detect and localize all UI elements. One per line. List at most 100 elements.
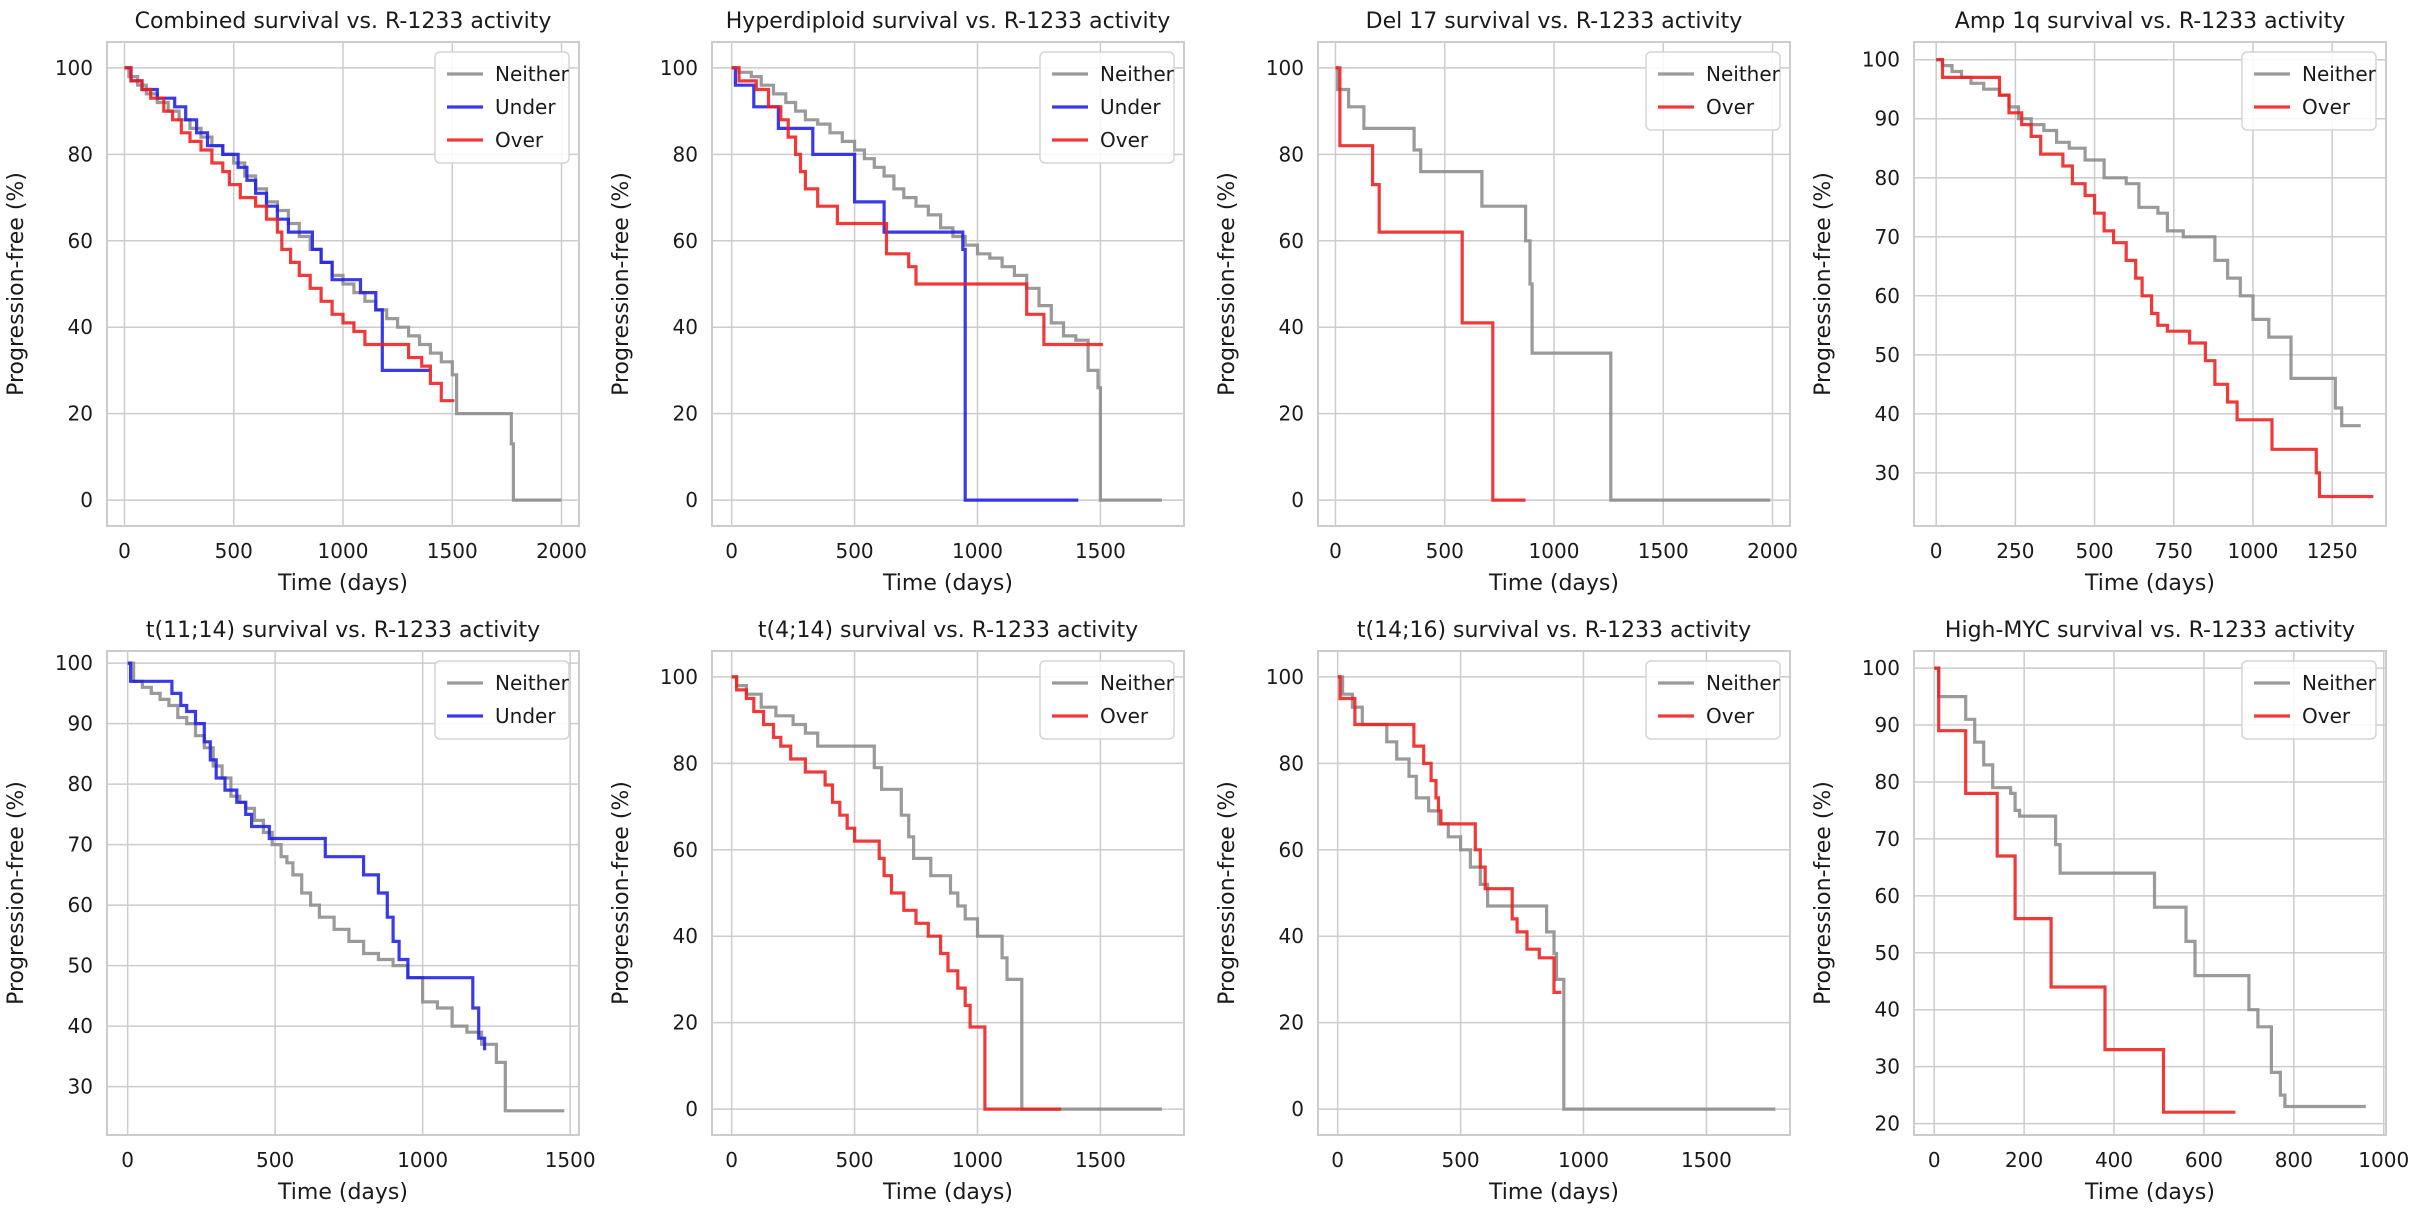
x-axis-label: Time (days) (277, 1180, 408, 1205)
x-axis-label: Time (days) (2084, 571, 2215, 596)
x-axis-label: Time (days) (1488, 571, 1619, 596)
y-axis-label: Progression-free (%) (1215, 172, 1240, 396)
x-axis-label: Time (days) (882, 571, 1013, 596)
y-tick-label: 70 (1875, 827, 1900, 851)
x-tick-label: 1000 (397, 1148, 448, 1172)
y-tick-label: 80 (68, 142, 93, 166)
legend-label: Neither (2302, 62, 2377, 86)
y-tick-label: 100 (1266, 56, 1304, 80)
legend-label: Over (1706, 95, 1755, 119)
chart-panel: 0 200 400 600 800 1000 20 30 40 50 60 70 80 90 100 Neit… (1811, 618, 2409, 1205)
y-tick-label: 40 (1279, 315, 1304, 339)
plot-frame (1913, 41, 2387, 527)
plot-frame (711, 41, 1185, 527)
x-tick-label: 250 (1996, 539, 2034, 563)
legend-label: Under (495, 704, 556, 728)
legend-label: Over (1100, 704, 1149, 728)
y-tick-label: 30 (1875, 461, 1900, 485)
chart-panel: 0 500 1000 1500 2000 0 20 40 60 80 100 Neither Over D… (1215, 9, 1798, 596)
x-tick-label: 600 (2185, 1148, 2223, 1172)
legend-label: Neither (1706, 62, 1781, 86)
x-tick-label: 400 (2095, 1148, 2133, 1172)
series-line-under (127, 661, 487, 1051)
x-tick-label: 2000 (1747, 539, 1798, 563)
series-line-neither (1335, 66, 1771, 502)
x-tick-label: 1250 (2307, 539, 2358, 563)
y-axis-label: Progression-free (%) (1811, 781, 1836, 1005)
y-tick-label: 40 (68, 1014, 93, 1038)
x-tick-label: 0 (725, 1148, 738, 1172)
x-tick-label: 2000 (536, 539, 587, 563)
legend-box (1645, 660, 1781, 740)
series-line-over (731, 66, 1103, 347)
legend: Neither Under (434, 660, 570, 740)
y-tick-label: 0 (1291, 488, 1304, 512)
y-tick-label: 60 (673, 229, 698, 253)
chart-title: t(14;16) survival vs. R-1233 activity (1357, 618, 1751, 643)
y-tick-label: 80 (1279, 751, 1304, 775)
legend: Neither Over (2241, 51, 2377, 131)
chart-panel: 0 500 1000 1500 0 20 40 60 80 100 Neither Over t(4;1… (609, 618, 1185, 1205)
x-tick-label: 500 (256, 1148, 294, 1172)
series-line-under (124, 66, 431, 372)
x-tick-label: 500 (1441, 1148, 1479, 1172)
legend: Neither Over (1039, 660, 1175, 740)
y-tick-label: 40 (1279, 924, 1304, 948)
y-tick-label: 0 (80, 488, 93, 512)
plot-frame (1317, 41, 1791, 527)
series-line-neither (1337, 675, 1776, 1111)
x-tick-label: 500 (835, 539, 873, 563)
legend-label: Neither (2302, 671, 2377, 695)
x-tick-label: 0 (1329, 539, 1342, 563)
y-tick-label: 100 (1266, 665, 1304, 689)
y-tick-label: 60 (1279, 838, 1304, 862)
series-line-neither (731, 675, 1162, 1111)
legend-label: Over (1706, 704, 1755, 728)
y-tick-label: 100 (660, 665, 698, 689)
y-tick-label: 100 (55, 651, 93, 675)
x-tick-label: 1000 (952, 1148, 1003, 1172)
series-line-under (731, 66, 1079, 502)
legend-box (434, 51, 570, 164)
y-tick-label: 50 (1875, 941, 1900, 965)
y-tick-label: 0 (1291, 1097, 1304, 1121)
y-axis-label: Progression-free (%) (1215, 781, 1240, 1005)
x-axis-label: Time (days) (2084, 1180, 2215, 1205)
x-tick-label: 1000 (2228, 539, 2279, 563)
x-tick-label: 0 (121, 1148, 134, 1172)
legend-box (1039, 660, 1175, 740)
series-line-neither (127, 661, 565, 1113)
y-tick-label: 100 (55, 56, 93, 80)
plot-frame (1317, 650, 1791, 1136)
legend-box (434, 660, 570, 740)
x-tick-label: 1000 (952, 539, 1003, 563)
x-tick-label: 1500 (545, 1148, 596, 1172)
x-tick-label: 800 (2275, 1148, 2313, 1172)
x-tick-label: 1000 (1529, 539, 1580, 563)
series-line-neither (124, 66, 562, 502)
plot-frame (106, 41, 580, 527)
y-tick-label: 20 (1279, 402, 1304, 426)
y-tick-label: 80 (673, 142, 698, 166)
y-tick-label: 80 (1279, 142, 1304, 166)
legend-label: Over (2302, 704, 2351, 728)
y-tick-label: 0 (685, 488, 698, 512)
legend-label: Neither (495, 671, 570, 695)
y-tick-label: 100 (660, 56, 698, 80)
y-tick-label: 70 (1875, 225, 1900, 249)
legend: Neither Over (1645, 51, 1781, 131)
legend-label: Neither (1100, 62, 1175, 86)
x-tick-label: 1500 (1681, 1148, 1732, 1172)
y-tick-label: 20 (1279, 1011, 1304, 1035)
y-tick-label: 80 (1875, 770, 1900, 794)
chart-panel: 0 500 1000 1500 30 40 50 60 70 80 90 100 Neither Unde… (4, 618, 596, 1205)
y-tick-label: 60 (1875, 884, 1900, 908)
x-tick-label: 500 (835, 1148, 873, 1172)
x-tick-label: 0 (725, 539, 738, 563)
y-axis-label: Progression-free (%) (4, 781, 29, 1005)
chart-title: Amp 1q survival vs. R-1233 activity (1955, 9, 2345, 34)
y-tick-label: 60 (1279, 229, 1304, 253)
chart-title: Del 17 survival vs. R-1233 activity (1366, 9, 1743, 34)
series-line-over (124, 66, 455, 403)
y-tick-label: 100 (1862, 656, 1900, 680)
